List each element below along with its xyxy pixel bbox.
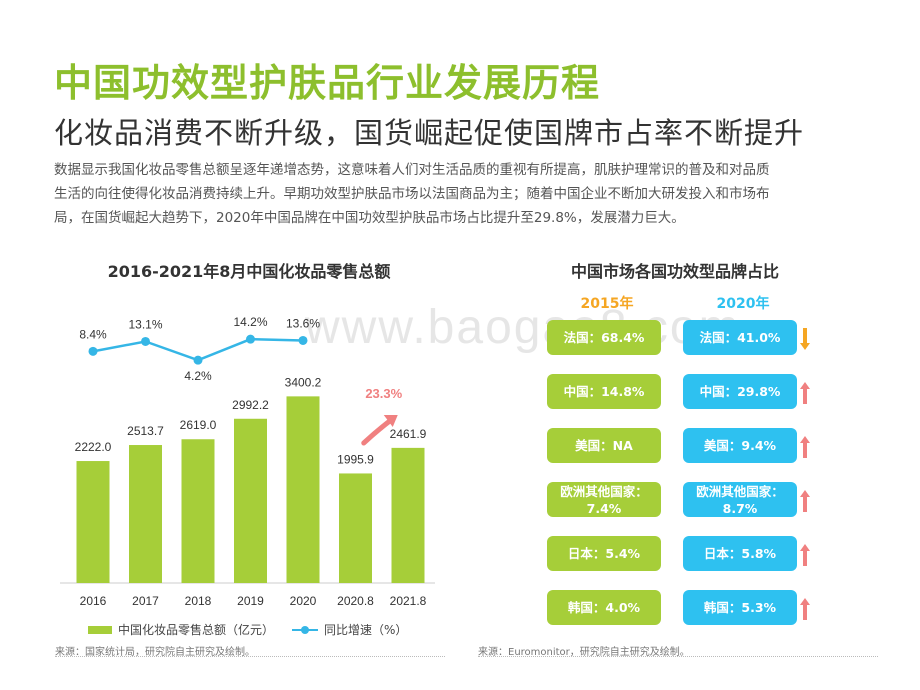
description-line: 生活的向往使得化妆品消费持续上升。早期功效型护肤品市场以法国商品为主；随着中国企… xyxy=(54,186,770,202)
annotation-arrowhead xyxy=(383,415,398,427)
divider-left xyxy=(55,656,445,657)
share-2020-cell: 美国：9.4% xyxy=(683,428,797,463)
annotation-label: 23.3% xyxy=(365,386,402,401)
bar-value-label: 2619.0 xyxy=(180,418,217,432)
bar xyxy=(234,418,267,583)
bar xyxy=(129,445,162,583)
arrow-up-icon xyxy=(800,544,810,566)
share-2015-cell: 欧洲其他国家：7.4% xyxy=(547,482,661,517)
page-title: 中国功效型护肤品行业发展历程 xyxy=(54,61,601,105)
growth-point xyxy=(246,334,255,344)
description-line: 局，在国货崛起大趋势下，2020年中国品牌在中国功效型护肤品市场占比提升至29.… xyxy=(54,210,685,226)
watermark: www.baogao8.com xyxy=(305,301,741,354)
growth-point xyxy=(193,355,203,365)
legend-bar-swatch xyxy=(88,625,112,634)
source-left: 来源：国家统计局，研究院自主研究及绘制。 xyxy=(55,647,255,658)
source-right: 来源：Euromonitor，研究院自主研究及绘制。 xyxy=(478,647,690,658)
share-2015-cell: 日本：5.4% xyxy=(547,536,661,571)
arrow-up-icon xyxy=(800,490,810,512)
divider-right xyxy=(478,656,878,657)
share-2020-cell: 欧洲其他国家：8.7% xyxy=(683,482,797,517)
arrow-up-icon xyxy=(800,436,810,458)
legend-line-swatch xyxy=(292,625,319,634)
x-tick-label: 2019 xyxy=(237,594,264,608)
share-chart-title: 中国市场各国功效型品牌占比 xyxy=(570,262,779,281)
retail-bar-chart: 2222.0 2016 2513.7 2017 2619.0 2018 2992.2 2019… xyxy=(60,315,435,608)
bar-value-label: 1995.9 xyxy=(337,452,374,466)
arrow-up-icon xyxy=(800,382,810,404)
bar-value-label: 2513.7 xyxy=(127,424,164,438)
x-tick-label: 2020.8 xyxy=(337,594,374,608)
annotation-arrow xyxy=(361,418,393,446)
growth-label: 4.2% xyxy=(184,369,212,383)
bar-value-label: 3400.2 xyxy=(285,375,322,389)
legend-bar-label: 中国化妆品零售总额（亿元） xyxy=(118,623,275,637)
growth-point xyxy=(88,346,98,356)
bar xyxy=(339,473,372,583)
chart-legend: 中国化妆品零售总额（亿元） 同比增速（%） xyxy=(88,621,407,638)
bar-value-label: 2222.0 xyxy=(75,440,112,454)
x-tick-label: 2020 xyxy=(290,594,317,608)
growth-label: 13.1% xyxy=(128,317,162,331)
bar xyxy=(391,447,425,583)
bar-value-label: 2992.2 xyxy=(232,398,269,412)
share-2015-cell: 法国：68.4% xyxy=(547,320,661,355)
share-2020-cell: 中国：29.8% xyxy=(683,374,797,409)
description: 数据显示我国化妆品零售总额呈逐年递增态势，这意味着人们对生活品质的重视有所提高，… xyxy=(54,158,874,230)
bar-value-label: 2461.9 xyxy=(390,427,427,441)
x-tick-label: 2021.8 xyxy=(390,594,427,608)
bar xyxy=(286,396,320,583)
legend-line-label: 同比增速（%） xyxy=(324,623,408,637)
growth-label: 14.2% xyxy=(233,315,267,329)
share-2015-cell: 中国：14.8% xyxy=(547,374,661,409)
growth-label: 13.6% xyxy=(286,316,320,330)
x-tick-label: 2017 xyxy=(132,594,159,608)
column-2020-header: 2020年 xyxy=(716,296,770,312)
description-line: 数据显示我国化妆品零售总额呈逐年递增态势，这意味着人们对生活品质的重视有所提高，… xyxy=(54,162,770,178)
x-tick-label: 2018 xyxy=(185,594,212,608)
column-2015-header: 2015年 xyxy=(580,296,634,312)
growth-label: 8.4% xyxy=(79,327,107,341)
bar xyxy=(76,461,110,583)
growth-point xyxy=(141,336,150,346)
x-tick-label: 2016 xyxy=(80,594,107,608)
growth-point xyxy=(298,335,308,345)
arrow-up-icon xyxy=(800,598,810,620)
arrow-down-icon xyxy=(800,328,810,350)
page-subtitle: 化妆品消费不断升级，国货崛起促使国牌市占率不断提升 xyxy=(54,116,805,150)
bar-chart-title: 2016-2021年8月中国化妆品零售总额 xyxy=(107,262,391,281)
share-2020-cell: 韩国：5.3% xyxy=(683,590,797,625)
share-2015-cell: 美国：NA xyxy=(547,428,661,463)
share-2020-cell: 日本：5.8% xyxy=(683,536,797,571)
share-2020-cell: 法国：41.0% xyxy=(683,320,797,355)
share-2015-cell: 韩国：4.0% xyxy=(547,590,661,625)
bar xyxy=(181,439,215,583)
